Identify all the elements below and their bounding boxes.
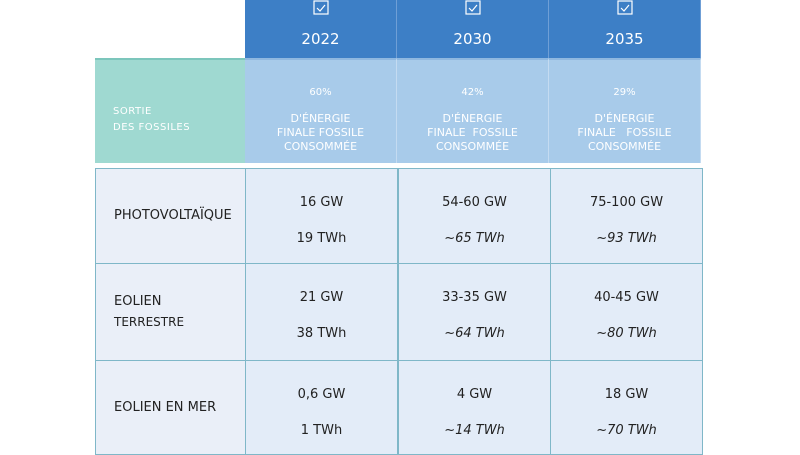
percent: 29% <box>613 87 636 98</box>
text-line: FINALE FOSSILE <box>577 126 672 139</box>
value-cell: 21 GW 38 TWh <box>245 263 398 361</box>
text-line: D'ÉNERGIE <box>442 112 503 125</box>
production: ~70 TWh <box>596 423 657 438</box>
value-cell: 54-60 GW ~65 TWh <box>398 168 551 264</box>
text-line: FINALE FOSSILE <box>427 126 518 139</box>
label-line: PHOTOVOLTAÏQUE <box>114 208 232 223</box>
text-line: D'ÉNERGIE <box>594 112 655 125</box>
production: ~93 TWh <box>596 231 657 246</box>
value-cell: 75-100 GW ~93 TWh <box>550 168 703 264</box>
year: 2022 <box>301 30 340 48</box>
production: ~65 TWh <box>444 231 505 246</box>
check-icon <box>616 0 633 15</box>
label-line: DES FOSSILES <box>113 122 191 133</box>
production: ~14 TWh <box>444 423 505 438</box>
capacity: 75-100 GW <box>589 195 664 210</box>
label-line: EOLIEN EN MER <box>114 399 217 415</box>
text-line: CONSOMMÉE <box>435 140 510 153</box>
check-icon <box>464 0 481 15</box>
capacity: 21 GW <box>299 290 344 305</box>
text-line: CONSOMMÉE <box>283 140 358 153</box>
text-line: FINALE FOSSILE <box>276 126 365 139</box>
production: ~64 TWh <box>444 326 505 341</box>
production: 19 TWh <box>296 231 347 246</box>
capacity: 16 GW <box>299 195 344 210</box>
capacity: 0,6 GW <box>297 387 346 402</box>
value-cell: 0,6 GW 1 TWh <box>245 360 398 455</box>
fossil-cell: 60% D'ÉNERGIE FINALE FOSSILE CONSOMMÉE <box>245 58 397 163</box>
year-header: 2035 <box>549 0 701 58</box>
percent: 60% <box>309 87 332 98</box>
year-header: 2022 <box>245 0 397 58</box>
capacity: 18 GW <box>604 387 649 402</box>
value-cell: 40-45 GW ~80 TWh <box>550 263 703 361</box>
year: 2035 <box>605 30 644 48</box>
year: 2030 <box>453 30 492 48</box>
text-line: CONSOMMÉE <box>587 140 662 153</box>
production: 38 TWh <box>296 326 347 341</box>
label-line: EOLIEN <box>114 294 162 309</box>
capacity: 4 GW <box>456 387 493 402</box>
fossil-cell: 29% D'ÉNERGIE FINALE FOSSILE CONSOMMÉE <box>549 58 701 163</box>
label-line: SORTIE <box>113 106 152 117</box>
label-line: TERRESTRE <box>114 315 185 329</box>
check-icon <box>312 0 329 15</box>
value-cell: 16 GW 19 TWh <box>245 168 398 264</box>
year-header: 2030 <box>397 0 549 58</box>
fossil-cell: 42% D'ÉNERGIE FINALE FOSSILE CONSOMMÉE <box>397 58 549 163</box>
value-cell: 18 GW ~70 TWh <box>550 360 703 455</box>
value-cell: 4 GW ~14 TWh <box>398 360 551 455</box>
capacity: 40-45 GW <box>594 290 659 305</box>
text-line: D'ÉNERGIE <box>290 112 351 125</box>
production: ~80 TWh <box>596 326 657 341</box>
capacity: 33-35 GW <box>442 290 507 305</box>
value-cell: 33-35 GW ~64 TWh <box>398 263 551 361</box>
percent: 42% <box>461 87 484 98</box>
row-label: EOLIEN EN MER <box>95 360 246 455</box>
capacity: 54-60 GW <box>442 195 507 210</box>
production: 1 TWh <box>300 423 343 438</box>
row-label: EOLIEN TERRESTRE <box>95 263 246 361</box>
fossil-label: SORTIE DES FOSSILES <box>95 58 245 163</box>
row-label: PHOTOVOLTAÏQUE <box>95 168 246 264</box>
